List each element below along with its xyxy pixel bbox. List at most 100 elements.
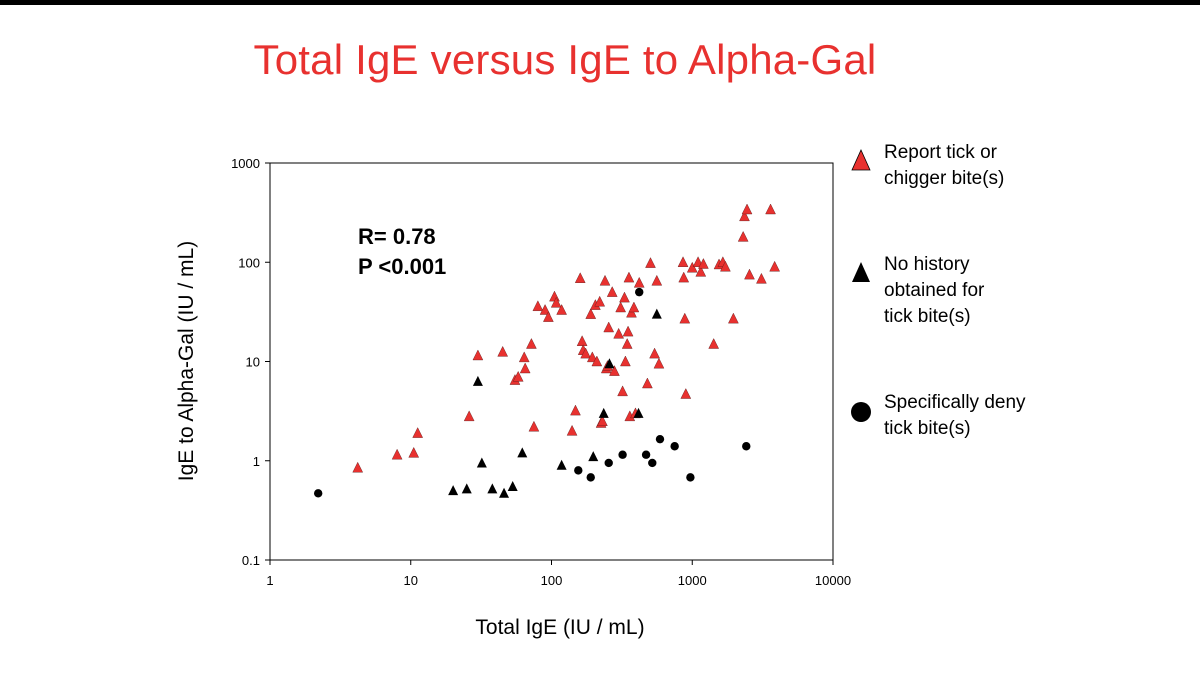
x-tick-label-4: 10000: [815, 573, 851, 588]
point-s0-5: [472, 349, 484, 361]
point-s2-3: [604, 458, 613, 468]
point-s0-31: [597, 415, 608, 426]
point-s0-36: [606, 286, 618, 297]
legend-label-deny: Specifically deny tick bite(s): [884, 392, 1026, 439]
point-s1-1: [461, 483, 472, 494]
point-s0-13: [532, 300, 544, 311]
point-s0-14: [539, 304, 551, 315]
x-tick-label-2: 100: [541, 573, 563, 588]
point-s1-9: [588, 451, 599, 462]
point-s1-3: [476, 457, 487, 468]
point-s2-4: [618, 450, 627, 459]
point-s0-12: [528, 420, 540, 432]
point-s0-58: [679, 312, 691, 324]
black-triangle-icon: [852, 262, 870, 282]
point-s1-5: [499, 487, 510, 498]
point-s0-35: [603, 321, 615, 333]
point-s0-40: [617, 385, 628, 397]
point-s1-0: [448, 485, 459, 496]
point-s0-32: [599, 274, 611, 286]
point-s1-11: [604, 358, 615, 369]
point-s0-45: [623, 271, 635, 283]
point-s0-28: [591, 355, 603, 367]
point-s0-71: [741, 203, 753, 215]
point-s1-8: [556, 459, 567, 470]
point-s0-19: [566, 424, 578, 436]
point-s0-56: [677, 256, 689, 267]
point-s0-21: [574, 272, 586, 283]
point-s0-22: [576, 335, 588, 346]
point-s1-13: [651, 308, 662, 319]
point-s0-47: [626, 306, 637, 318]
point-s0-10: [519, 362, 531, 374]
point-s0-68: [728, 312, 739, 324]
y-tick-label-0: 0.1: [242, 553, 260, 568]
point-s0-9: [518, 351, 530, 363]
y-tick-label-1: 1: [253, 454, 260, 469]
point-s1-2: [472, 375, 483, 386]
x-tick-label-3: 1000: [678, 573, 707, 588]
point-s0-72: [744, 268, 755, 280]
point-s1-10: [598, 407, 609, 418]
point-s2-5: [635, 287, 644, 297]
point-s0-6: [497, 345, 509, 357]
point-s2-9: [670, 442, 679, 451]
point-s0-42: [620, 355, 631, 367]
point-s2-6: [641, 450, 651, 459]
point-s2-10: [686, 473, 695, 482]
point-s1-4: [487, 483, 498, 494]
point-s0-15: [543, 311, 554, 322]
point-s0-53: [649, 347, 660, 359]
point-s0-64: [708, 338, 720, 349]
point-s0-1: [391, 448, 403, 460]
point-s2-1: [574, 466, 583, 475]
black-circle-icon: [851, 402, 871, 422]
point-s0-67: [720, 260, 731, 272]
data-points: [313, 203, 780, 498]
y-axis-title: IgE to Alpha-Gal (IU / mL): [175, 241, 198, 481]
point-s0-51: [642, 377, 653, 389]
point-s0-39: [615, 301, 626, 313]
y-tick-label-3: 100: [238, 255, 260, 270]
x-tick-label-0: 1: [266, 573, 273, 588]
point-s0-55: [653, 357, 665, 369]
point-s0-8: [512, 370, 524, 382]
point-s0-38: [613, 327, 624, 339]
point-s2-7: [648, 458, 657, 468]
red-triangle-icon: [851, 149, 871, 171]
point-s0-63: [698, 258, 709, 269]
point-s0-20: [570, 404, 581, 416]
point-s0-29: [594, 295, 606, 307]
annotation-r: R= 0.78: [358, 224, 436, 249]
point-s0-62: [695, 265, 707, 277]
point-s0-57: [678, 271, 690, 283]
point-s0-59: [680, 388, 692, 399]
legend-label-report: Report tick or chigger bite(s): [884, 142, 1005, 189]
point-s0-2: [408, 446, 420, 458]
point-s0-43: [621, 338, 633, 349]
point-s0-75: [769, 260, 780, 272]
point-s0-37: [609, 365, 620, 376]
top-bar: [0, 0, 1200, 5]
point-s2-8: [655, 434, 665, 444]
point-s0-16: [549, 290, 560, 302]
point-s0-50: [633, 276, 645, 288]
point-s0-41: [619, 291, 630, 303]
y-tick-label-2: 10: [246, 355, 260, 370]
point-s2-2: [586, 473, 595, 482]
point-s0-70: [739, 210, 750, 222]
point-s0-18: [556, 304, 567, 315]
x-tick-label-1: 10: [404, 573, 418, 588]
point-s0-4: [463, 410, 475, 422]
point-s0-60: [686, 261, 698, 273]
point-s2-0: [313, 489, 323, 498]
legend-label-no-history: No history obtained for tick bite(s): [884, 254, 985, 327]
x-axis-title: Total IgE (IU / mL): [475, 616, 644, 639]
point-s2-11: [742, 442, 751, 451]
plot-area: [269, 162, 834, 561]
point-s0-52: [645, 257, 656, 268]
point-s1-12: [633, 407, 644, 418]
point-s0-48: [628, 301, 640, 313]
point-s0-44: [622, 325, 634, 337]
